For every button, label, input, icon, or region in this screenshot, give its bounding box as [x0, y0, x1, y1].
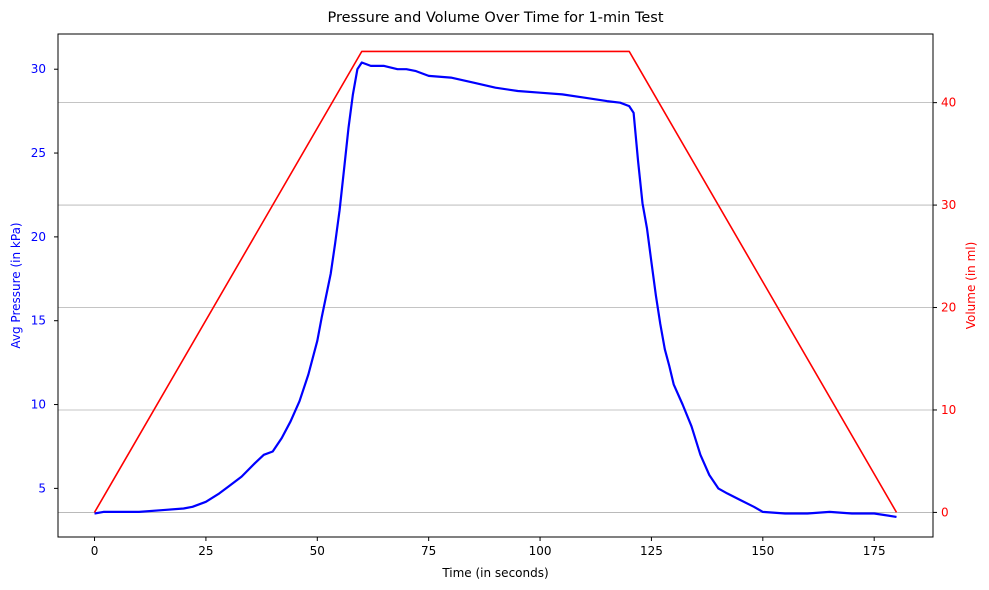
series-layer	[93, 50, 898, 518]
y-left-tick-label: 15	[31, 314, 46, 328]
y-left-tick-label: 20	[31, 230, 46, 244]
y-right-tick-label: 40	[941, 96, 956, 110]
x-tick-label: 175	[863, 544, 886, 558]
gridlines	[58, 102, 933, 513]
y-right-tick-label: 0	[941, 505, 949, 519]
x-tick-label: 50	[310, 544, 325, 558]
y-left-tick-label: 25	[31, 146, 46, 160]
x-tick-label: 150	[751, 544, 774, 558]
pressure-series-line	[94, 61, 897, 518]
volume-series-line	[93, 50, 898, 513]
x-tick-label: 100	[529, 544, 552, 558]
y-right-axis-title: Volume (in ml)	[964, 242, 978, 330]
x-tick-label: 25	[198, 544, 213, 558]
chart-title: Pressure and Volume Over Time for 1-min …	[327, 10, 663, 26]
y-left-tick-label: 30	[31, 62, 46, 76]
y-left-axis-title: Avg Pressure (in kPa)	[9, 222, 23, 348]
y-left-tick-label: 10	[31, 398, 46, 412]
y-right-tick-label: 10	[941, 403, 956, 417]
x-tick-label: 0	[91, 544, 99, 558]
plot-frame	[57, 33, 934, 538]
y-right-tick-label: 30	[941, 198, 956, 212]
x-axis-title: Time (in seconds)	[441, 566, 548, 580]
y-left-tick-label: 5	[38, 481, 46, 495]
y-right-tick-label: 20	[941, 301, 956, 315]
x-tick-label: 75	[421, 544, 436, 558]
ticks-layer: 0 25 50 75 100 125 150 175 5 10 15 20 25 30 0 10 20 30 40	[31, 62, 957, 558]
x-tick-label: 125	[640, 544, 663, 558]
